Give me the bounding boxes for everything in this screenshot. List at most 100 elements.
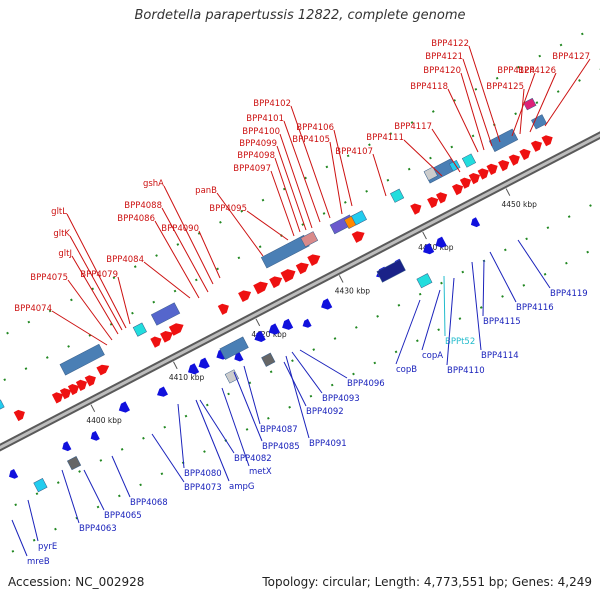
gene-block <box>132 322 147 337</box>
gene-block <box>0 399 5 412</box>
forward-gene-arrow <box>351 231 365 243</box>
gene-block <box>59 343 105 376</box>
reverse-gene-arrow <box>62 441 72 452</box>
forward-gene-label: BPP4074 <box>14 304 52 314</box>
gene-block <box>531 114 547 130</box>
forward-gene-label-leader <box>544 58 591 127</box>
forward-gene-arrow <box>486 163 498 175</box>
reverse-gene-label-leader <box>291 351 323 394</box>
forward-gene-label: BPP4102 <box>253 99 291 109</box>
tick-mark <box>505 188 511 196</box>
reverse-gene-label: BPP4093 <box>322 394 360 404</box>
forward-gene-label-leader <box>69 235 123 331</box>
forward-gene-label-leader <box>216 192 264 257</box>
genome-summary: Topology: circular; Length: 4,773,551 bp… <box>262 575 592 589</box>
reverse-gene-arrow <box>9 469 19 479</box>
gene-block <box>423 166 438 181</box>
forward-gene-arrow <box>269 276 283 289</box>
rna-gene-label: BPPt52 <box>445 337 475 347</box>
forward-gene-label: BPP4079 <box>80 270 118 280</box>
gene-block <box>261 352 276 367</box>
reverse-gene-label: BPP4065 <box>104 511 142 521</box>
forward-gene-label-leader <box>270 170 295 237</box>
reverse-gene-arrow <box>157 386 168 397</box>
gene-block <box>376 259 406 283</box>
reverse-gene-label-leader <box>446 277 455 366</box>
reverse-gene-arrow <box>254 330 266 342</box>
reverse-gene-label-leader <box>151 433 185 483</box>
reverse-gene-label: BPP4068 <box>130 498 168 508</box>
accession-text: Accession: NC_002928 <box>8 575 145 589</box>
reverse-gene-label-leader <box>199 399 235 454</box>
reverse-gene-arrow <box>423 243 435 255</box>
reverse-gene-label: ampG <box>229 482 254 492</box>
reverse-gene-arrow <box>268 323 280 335</box>
reverse-gene-label-leader <box>233 371 263 442</box>
forward-gene-label: BPP4107 <box>335 147 373 157</box>
reverse-gene-label-leader <box>83 469 105 511</box>
genome-backbone-highlight <box>0 133 600 450</box>
forward-gene-arrow <box>67 384 80 396</box>
forward-gene-label-leader <box>403 139 443 177</box>
reverse-gene-label: BPP4087 <box>260 425 298 435</box>
reverse-gene-label-leader <box>421 289 441 351</box>
reverse-gene-label-leader <box>299 349 348 379</box>
reverse-gene-arrow <box>188 363 200 375</box>
reverse-gene-label: BPP4082 <box>234 454 272 464</box>
forward-gene-label: panB <box>195 186 217 196</box>
forward-gene-label: BPP4099 <box>239 139 277 149</box>
reverse-gene-label-leader <box>395 299 421 365</box>
reverse-gene-label: pyrE <box>38 542 57 552</box>
forward-gene-label: BPP4088 <box>124 201 162 211</box>
forward-gene-label-leader <box>372 153 387 197</box>
tick-label: 4430 kbp <box>335 287 371 296</box>
forward-gene-arrow <box>150 336 162 348</box>
tick-mark <box>173 361 178 370</box>
tick-label: 4420 kbp <box>251 330 287 339</box>
gene-block <box>224 369 239 384</box>
forward-gene-label-leader <box>117 276 131 325</box>
reverse-gene-arrow <box>118 401 130 413</box>
reverse-gene-label: BPP4114 <box>481 351 519 361</box>
reverse-gene-label-leader <box>11 519 28 557</box>
tick-label: 4440 kbp <box>418 243 454 252</box>
forward-gene-label-leader <box>274 157 301 233</box>
reverse-gene-label: BPP4085 <box>262 442 300 452</box>
reverse-gene-label: metX <box>249 467 272 477</box>
forward-gene-label-leader <box>519 88 525 135</box>
forward-gene-label: BPP4101 <box>246 114 284 124</box>
forward-gene-label-leader <box>154 220 200 299</box>
reverse-gene-label: BPP4116 <box>516 303 554 313</box>
forward-gene-label-leader <box>447 88 479 153</box>
reverse-gene-label-leader <box>471 261 482 351</box>
forward-gene-label: BPP4098 <box>237 151 275 161</box>
forward-gene-arrow <box>96 364 110 376</box>
tick-mark <box>338 275 344 283</box>
forward-gene-label-leader <box>276 145 307 231</box>
forward-gene-arrow <box>459 177 472 189</box>
forward-gene-label-leader <box>283 120 321 223</box>
forward-gene-arrow <box>75 379 87 391</box>
forward-gene-label-leader <box>529 72 557 133</box>
forward-gene-label: gltK <box>53 229 70 239</box>
forward-gene-label: BPP4111 <box>366 133 404 143</box>
gene-block <box>219 336 249 360</box>
forward-gene-label: BPP4120 <box>423 66 461 76</box>
forward-gene-arrow <box>84 375 96 387</box>
tick-label: 4410 kbp <box>169 373 205 382</box>
forward-gene-arrow <box>452 184 464 196</box>
forward-gene-label: BPP4084 <box>106 255 144 265</box>
reverse-gene-label: BPP4119 <box>550 289 588 299</box>
forward-gene-label-leader <box>290 105 331 219</box>
reverse-gene-label-leader <box>177 403 185 469</box>
forward-gene-arrow <box>508 154 520 166</box>
reverse-gene-label: mreB <box>27 557 50 567</box>
forward-gene-arrow <box>519 148 531 161</box>
tick-mark <box>255 318 261 327</box>
forward-gene-label-leader <box>161 207 209 293</box>
reverse-gene-arrow <box>234 351 244 362</box>
forward-gene-arrow <box>59 388 72 400</box>
reverse-gene-label: BPP4073 <box>184 483 222 493</box>
reverse-gene-label: BPP4115 <box>483 317 521 327</box>
